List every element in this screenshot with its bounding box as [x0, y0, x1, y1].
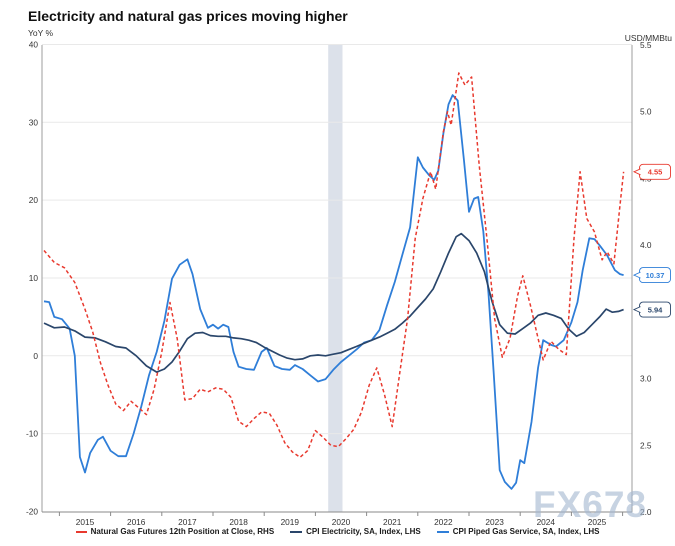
callout-natural-gas-value: 4.55	[648, 168, 663, 177]
left-axis-tick-label: 30	[29, 117, 39, 127]
x-tick-label: 2020	[332, 517, 351, 527]
x-tick-label: 2019	[281, 517, 300, 527]
chart-title: Electricity and natural gas prices movin…	[28, 8, 348, 24]
callout-natural-gas	[632, 163, 671, 180]
legend-item-natural-gas: Natural Gas Futures 12th Position at Clo…	[75, 527, 275, 536]
right-axis-unit-label: USD/MMBtu	[624, 33, 672, 43]
x-tick-label: 2016	[127, 517, 146, 527]
legend-item-piped-gas: CPI Piped Gas Service, SA, Index, LHS	[436, 527, 600, 536]
legend-swatch-electricity	[290, 530, 303, 533]
x-tick-label: 2023	[485, 517, 504, 527]
right-axis-tick-label: 5.5	[640, 40, 652, 50]
left-axis-tick-label: 20	[29, 195, 39, 205]
callout-electricity	[632, 301, 671, 318]
right-axis-tick-label: 5.0	[640, 107, 652, 117]
left-axis-tick-label: 0	[33, 351, 38, 361]
x-tick-label: 2018	[229, 517, 248, 527]
callout-electricity-value: 5.94	[648, 305, 663, 314]
x-tick-label: 2015	[76, 517, 95, 527]
right-axis-tick-label: 2.5	[640, 440, 652, 450]
callout-piped-gas-value: 10.37	[646, 271, 665, 280]
series-electricity-line	[43, 232, 624, 373]
legend-label-natural-gas: Natural Gas Futures 12th Position at Clo…	[90, 527, 275, 536]
x-tick-label: 2017	[178, 517, 197, 527]
left-axis-tick-label: -20	[26, 507, 38, 517]
legend: Natural Gas Futures 12th Position at Clo…	[0, 527, 675, 536]
legend-label-electricity: CPI Electricity, SA, Index, LHS	[306, 527, 421, 536]
right-axis-tick-label: 3.0	[640, 374, 652, 384]
legend-item-electricity: CPI Electricity, SA, Index, LHS	[290, 527, 421, 536]
callout-piped-gas	[632, 267, 671, 284]
right-axis-tick-label: 2.0	[640, 507, 652, 517]
left-axis-unit-label: YoY %	[28, 28, 54, 38]
legend-swatch-piped-gas	[436, 530, 449, 533]
x-tick-label: 2021	[383, 517, 402, 527]
left-axis-tick-label: 40	[29, 40, 39, 50]
x-tick-label: 2024	[537, 517, 556, 527]
left-axis-tick-label: -10	[26, 429, 38, 439]
x-tick-label: 2025	[588, 517, 607, 527]
series-piped-gas-line	[43, 94, 624, 490]
legend-swatch-natural-gas	[75, 530, 87, 533]
right-axis-tick-label: 4.0	[640, 240, 652, 250]
x-tick-label: 2022	[434, 517, 453, 527]
left-axis-tick-label: 10	[29, 273, 39, 283]
legend-label-piped-gas: CPI Piped Gas Service, SA, Index, LHS	[452, 527, 600, 536]
